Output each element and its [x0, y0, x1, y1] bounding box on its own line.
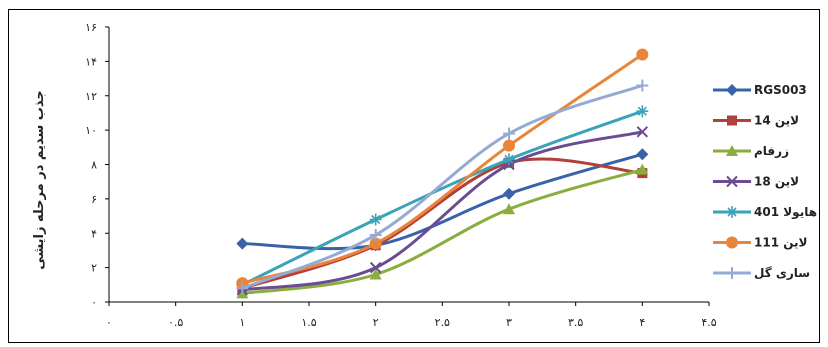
x-tick-label: ۰ — [106, 316, 112, 329]
x-tick-label: ۱ — [239, 316, 245, 329]
data-point — [369, 268, 382, 280]
legend-item: هایولا 401 — [713, 205, 817, 220]
legend-label: هایولا 401 — [754, 205, 817, 220]
series-6 — [236, 79, 649, 295]
y-tick-label: ۸ — [91, 159, 97, 172]
x-tick-label: ۰.۵ — [168, 316, 183, 329]
data-point — [726, 145, 738, 156]
data-point — [369, 237, 382, 250]
y-tick-label: ۴ — [91, 227, 97, 240]
y-axis-label: جذب سدیم در مرحله زایشی — [32, 90, 47, 269]
legend-label: RGS003 — [754, 83, 807, 97]
legend-label: لاین 18 — [754, 175, 799, 189]
legend-item: لاین 18 — [713, 175, 799, 189]
data-point — [636, 148, 649, 161]
y-tick-label: ۱۲ — [85, 90, 97, 103]
data-point — [726, 236, 738, 249]
chart-frame: ۰ ۲ ۴ ۶ ۸ ۱۰ ۱۲ ۱۴ ۱۶ ۰ ۰.۵ ۱ ۱.۵ ۲ ۲.۵ ۳ ۳.۵ ۴ ۴.۵ RGS003… — [8, 9, 820, 343]
data-point — [236, 282, 249, 295]
data-point — [636, 105, 649, 118]
legend-label: ساری گل — [754, 266, 810, 280]
y-tick-label: ۱۴ — [85, 55, 97, 68]
data-point — [636, 163, 649, 175]
data-point — [369, 228, 382, 241]
data-point — [726, 175, 738, 188]
series-line — [241, 157, 643, 290]
y-tick-label: ۰ — [91, 296, 97, 309]
series-line — [242, 168, 643, 295]
data-point — [503, 153, 515, 166]
legend-item: ساری گل — [713, 266, 810, 280]
legend-label: لاین 14 — [754, 114, 799, 128]
x-tick-label: ۲ — [373, 316, 379, 329]
data-point — [503, 127, 515, 140]
series-line — [242, 130, 643, 292]
x-tick-label: ۴ — [639, 316, 645, 329]
data-point — [726, 84, 738, 96]
data-point — [727, 115, 737, 126]
x-tick-label: ۳ — [506, 316, 512, 329]
data-point — [236, 237, 249, 250]
series-line — [241, 109, 643, 287]
data-point — [636, 79, 649, 92]
legend-label: زرفام — [754, 144, 789, 159]
legend-item: زرفام — [713, 144, 789, 159]
y-tick-label: ۱۰ — [85, 124, 97, 137]
series-line — [241, 84, 643, 290]
x-tick-label: ۴.۵ — [701, 316, 716, 329]
data-point — [636, 48, 649, 61]
data-point — [369, 213, 382, 226]
data-point — [503, 139, 515, 152]
data-point — [726, 206, 738, 218]
x-tick-label: ۱.۵ — [301, 316, 316, 329]
y-tick-label: ۱۶ — [85, 21, 97, 34]
legend-item: RGS003 — [713, 83, 807, 97]
data-point — [636, 126, 649, 138]
x-tick-label: ۳.۵ — [568, 316, 583, 329]
legend-item: لاین 111 — [713, 236, 807, 250]
data-point — [369, 261, 382, 274]
series-line — [241, 53, 644, 285]
legend-item: لاین 14 — [713, 114, 799, 128]
line-chart: ۰ ۲ ۴ ۶ ۸ ۱۰ ۱۲ ۱۴ ۱۶ ۰ ۰.۵ ۱ ۱.۵ ۲ ۲.۵ ۳ ۳.۵ ۴ ۴.۵ RGS003… — [32, 21, 817, 329]
series-line — [242, 152, 643, 251]
data-point — [503, 203, 515, 215]
x-tick-label: ۲.۵ — [435, 316, 450, 329]
y-tick-label: ۶ — [91, 193, 97, 206]
legend-label: لاین 111 — [754, 236, 807, 250]
data-point — [503, 187, 515, 200]
series-1 — [237, 157, 648, 294]
y-tick-label: ۲ — [91, 262, 97, 275]
data-point — [726, 267, 738, 279]
